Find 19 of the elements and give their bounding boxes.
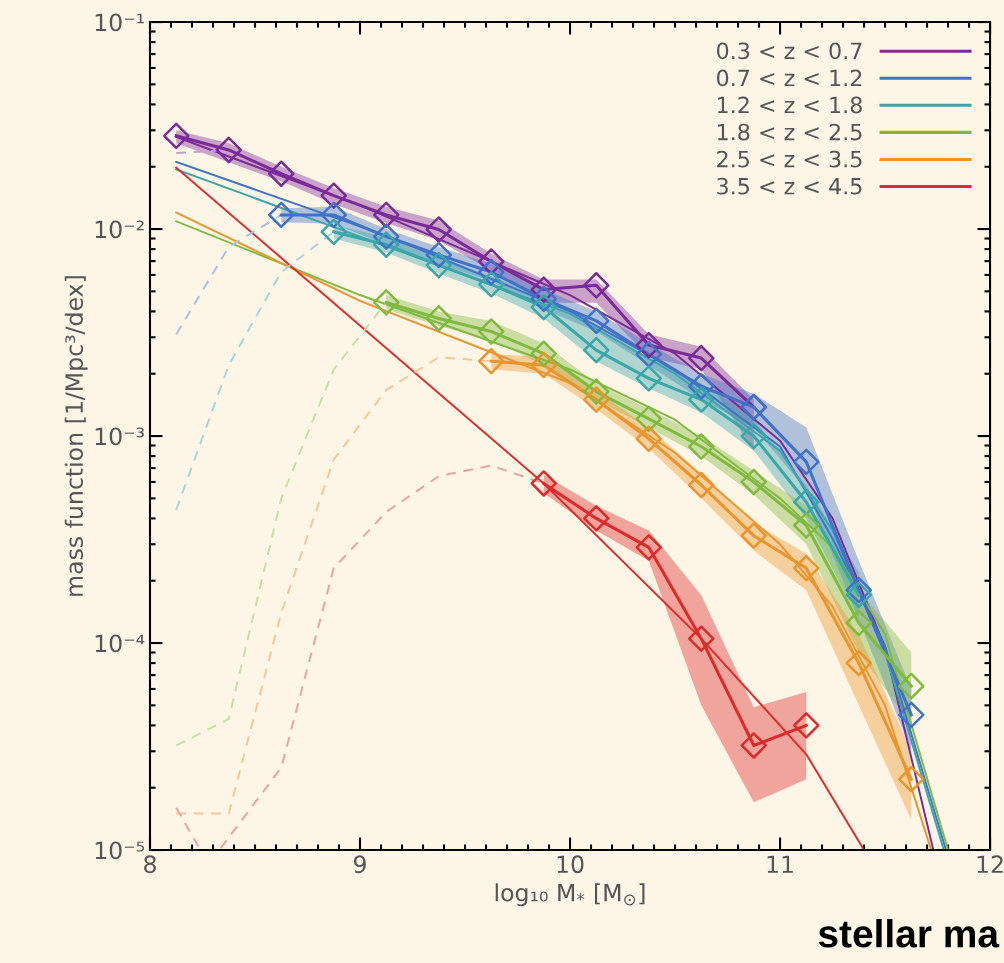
legend-label: 0.7 < z < 1.2 [717, 69, 862, 87]
y-tick-label: 10⁻⁵ [95, 841, 144, 860]
x-tick-label: 9 [353, 855, 366, 874]
legend-label: 0.3 < z < 0.7 [717, 42, 862, 60]
legend-label: 1.2 < z < 1.8 [717, 96, 862, 114]
legend-label: 1.8 < z < 2.5 [717, 123, 862, 141]
text: stellar ma [818, 919, 1000, 948]
x-axis-title: log₁₀ M$_{*}$ [M$_{⊙}$] [495, 883, 645, 907]
y-tick-label: 10⁻³ [95, 427, 144, 446]
y-tick-label: 10⁻¹ [95, 13, 144, 32]
x-tick-label: 8 [144, 855, 156, 874]
y-tick-label: 10⁻⁴ [95, 634, 145, 653]
legend-label: 3.5 < z < 4.5 [717, 177, 862, 195]
y-tick-label: 10⁻² [95, 220, 144, 239]
x-tick-label: 10 [557, 855, 584, 874]
y-axis-title: mass function [1/Mpc³/dex] [64, 276, 88, 596]
x-tick-label: 11 [767, 855, 793, 873]
legend-label: 2.5 < z < 3.5 [717, 150, 862, 168]
x-tick-label: 12 [977, 855, 1003, 873]
